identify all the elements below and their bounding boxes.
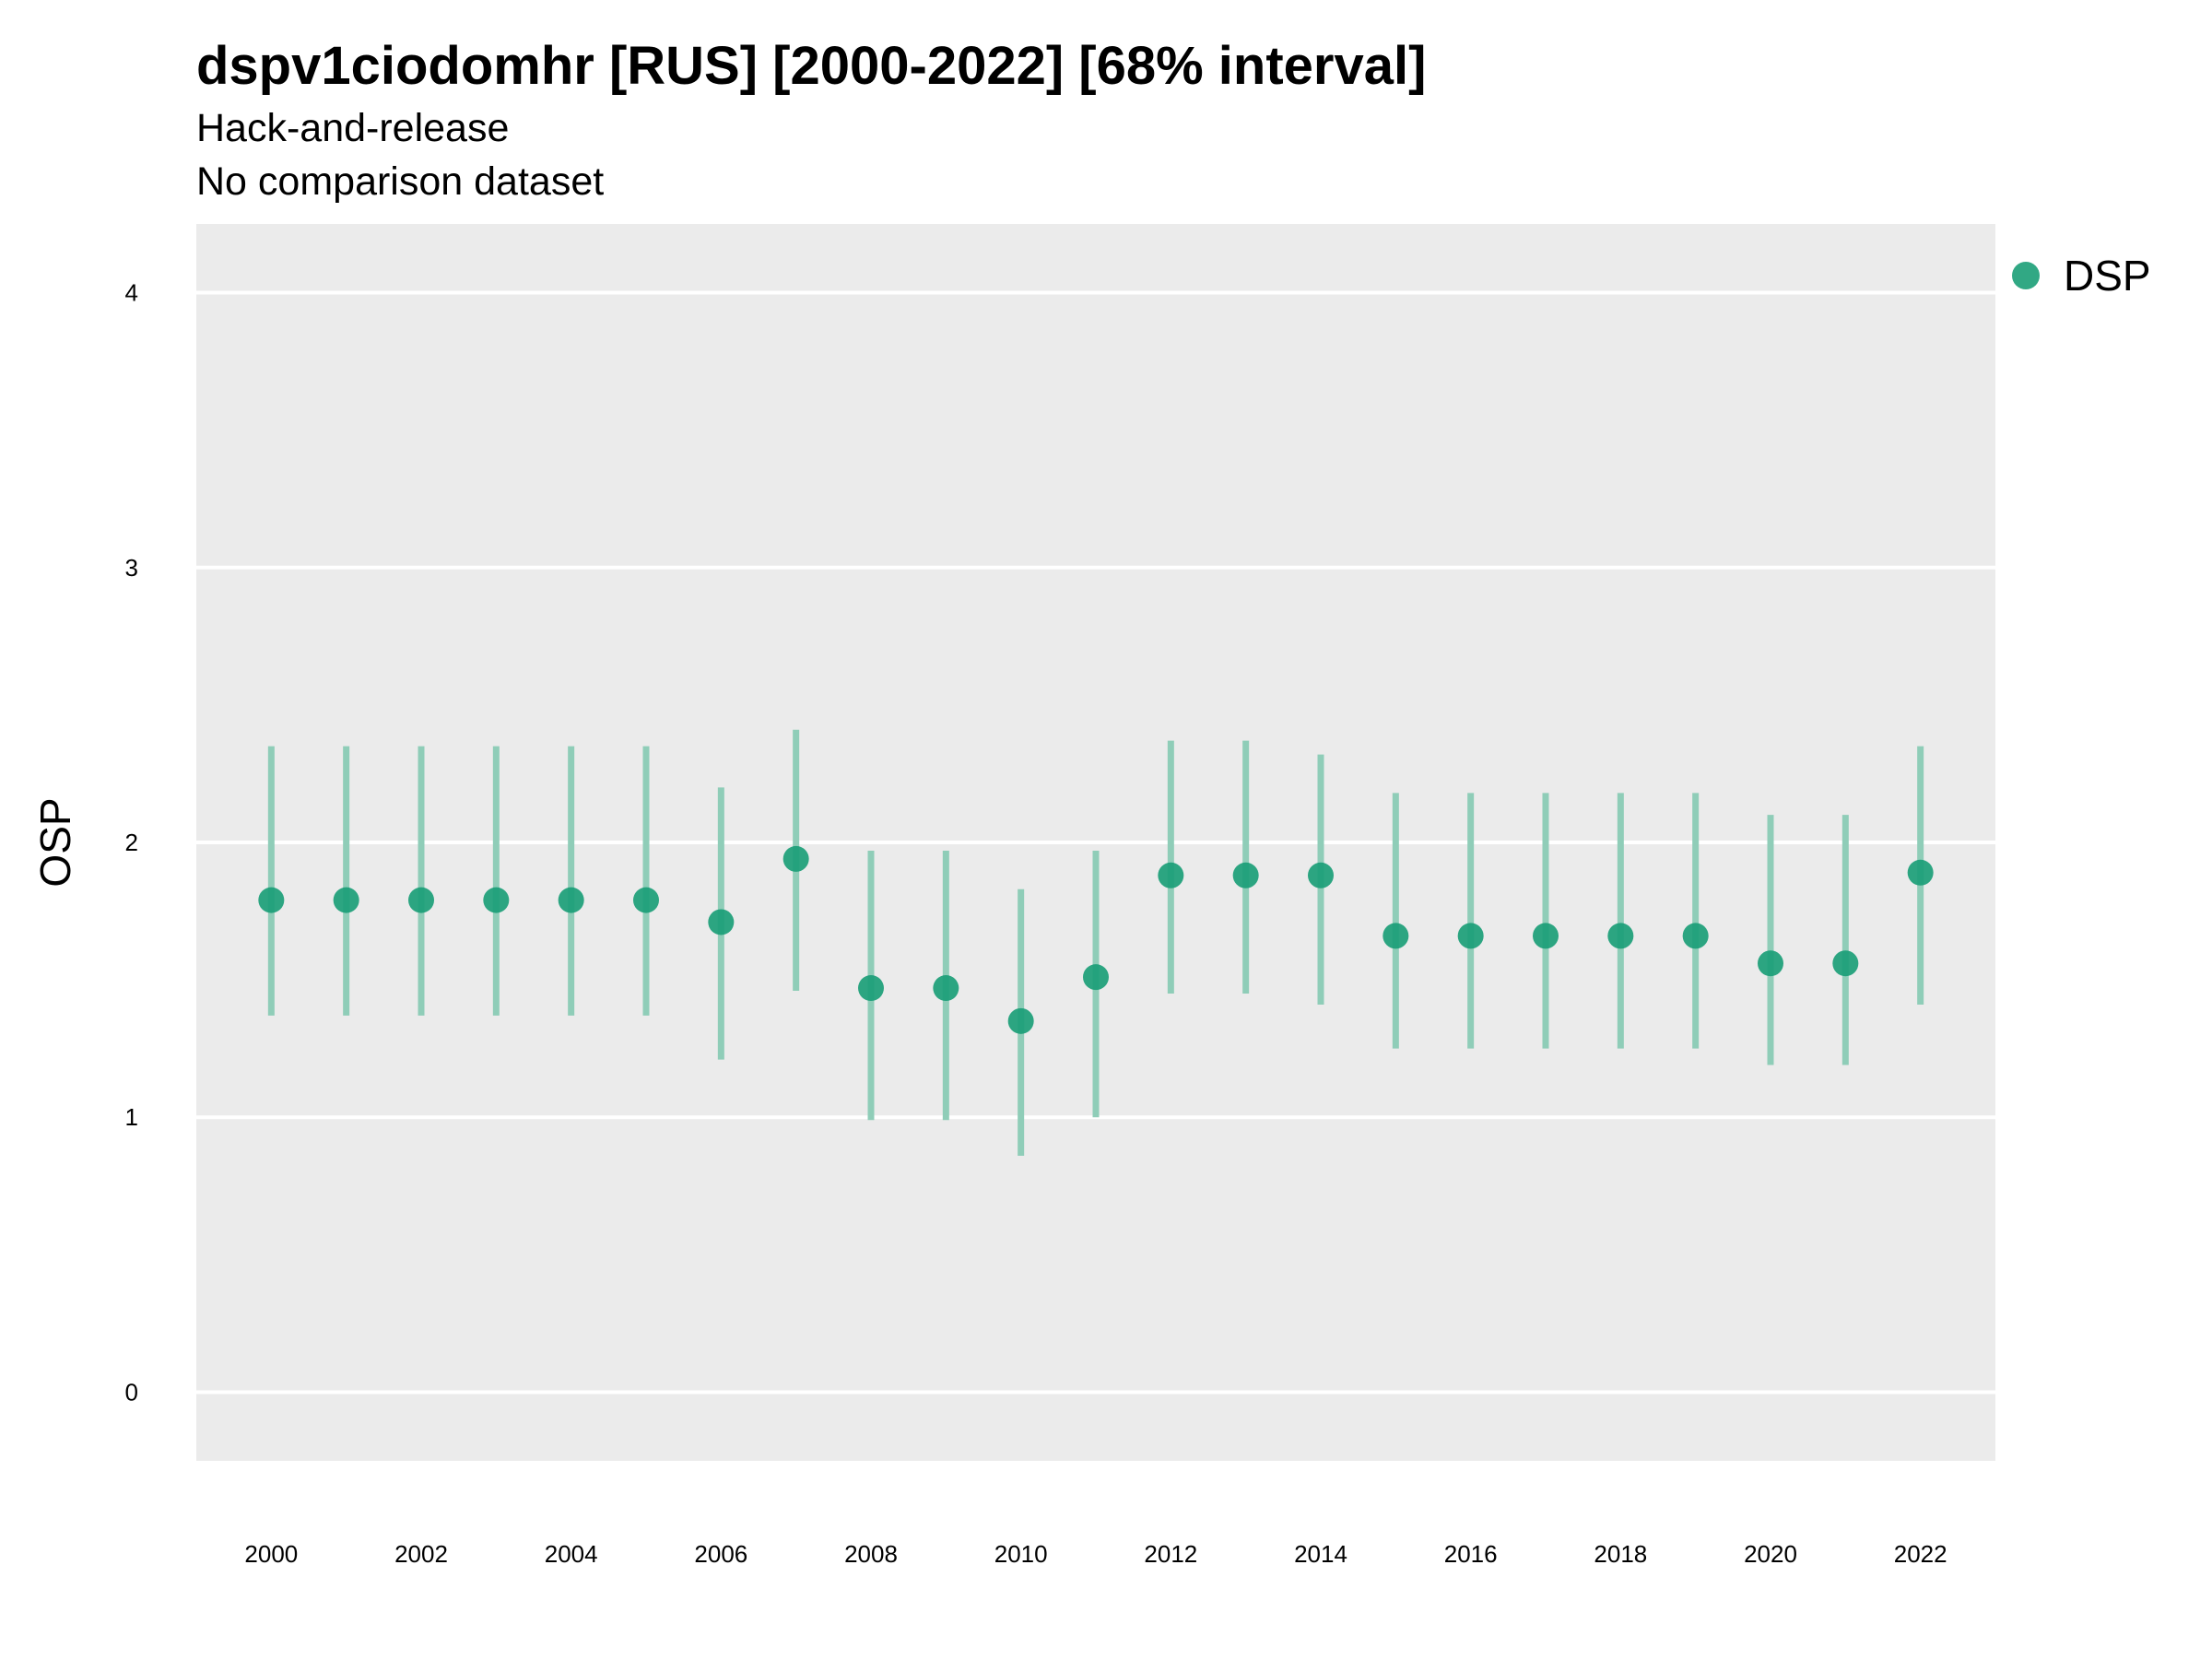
data-point — [1007, 1007, 1034, 1034]
data-points — [258, 845, 1934, 1034]
x-tick-label: 2014 — [1294, 1540, 1347, 1568]
x-tick-label: 2020 — [1744, 1540, 1797, 1568]
data-point — [1232, 862, 1259, 888]
y-axis-ticks: 0 1 2 3 4 — [125, 279, 138, 1406]
data-point — [1607, 923, 1634, 949]
x-tick-label: 2012 — [1144, 1540, 1197, 1568]
chart-subtitle-comparison: No comparison dataset — [196, 159, 605, 204]
data-point — [1533, 923, 1559, 949]
x-tick-label: 2004 — [545, 1540, 598, 1568]
x-tick-label: 2010 — [994, 1540, 1048, 1568]
data-point — [708, 909, 735, 935]
chart-title: dspv1ciodomhr [RUS] [2000-2022] [68% int… — [196, 36, 1427, 96]
x-axis-ticks: 2000 2002 2004 2006 2008 2010 2012 2014 2016 2018… — [244, 1540, 1947, 1568]
data-point — [858, 975, 884, 1002]
data-point — [1457, 923, 1484, 949]
legend-label-dsp: DSP — [2064, 252, 2151, 300]
data-point — [558, 887, 584, 913]
data-point — [633, 887, 659, 913]
data-point — [333, 887, 359, 913]
x-tick-label: 2000 — [244, 1540, 298, 1568]
data-point — [1382, 923, 1409, 949]
y-tick-label: 0 — [125, 1378, 138, 1406]
data-point — [408, 887, 434, 913]
y-tick-label: 2 — [125, 829, 138, 856]
data-point — [483, 887, 510, 913]
x-tick-label: 2008 — [844, 1540, 898, 1568]
chart-subtitle-method: Hack-and-release — [196, 106, 510, 150]
x-tick-label: 2006 — [694, 1540, 747, 1568]
legend: DSP — [2012, 251, 2151, 300]
y-tick-label: 1 — [125, 1103, 138, 1131]
x-tick-label: 2022 — [1894, 1540, 1947, 1568]
data-point — [1083, 964, 1109, 991]
data-point — [1682, 923, 1709, 949]
data-point — [258, 887, 285, 913]
x-tick-label: 2018 — [1594, 1540, 1647, 1568]
legend-key-dsp — [2012, 262, 2040, 289]
data-point — [782, 845, 809, 872]
x-tick-label: 2016 — [1444, 1540, 1498, 1568]
data-point — [1832, 950, 1859, 977]
y-tick-label: 3 — [125, 554, 138, 582]
y-tick-label: 4 — [125, 279, 138, 307]
data-point — [1308, 862, 1334, 888]
data-point — [933, 975, 959, 1002]
data-point — [1158, 862, 1184, 888]
x-tick-label: 2002 — [394, 1540, 448, 1568]
y-axis-label: OSP — [31, 797, 79, 887]
data-point — [1907, 859, 1934, 886]
data-point — [1758, 950, 1783, 977]
